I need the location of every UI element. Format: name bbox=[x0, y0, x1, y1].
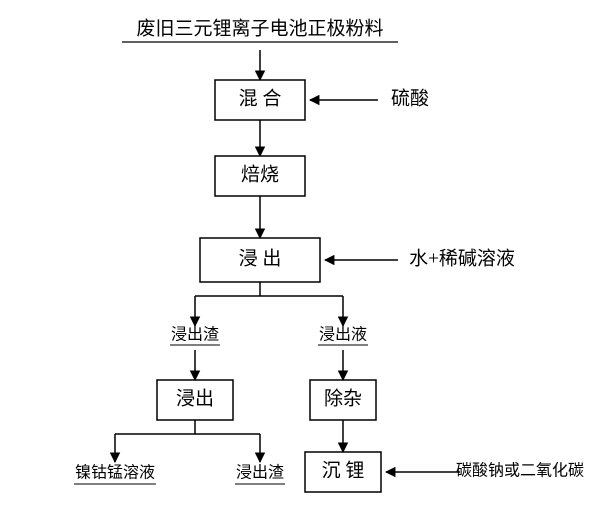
node-bake-label: 焙烧 bbox=[241, 163, 279, 185]
node-dez-label: 除杂 bbox=[324, 387, 362, 409]
label-sulfuric: 硫酸 bbox=[391, 87, 429, 109]
node-leach1-label: 浸 出 bbox=[239, 247, 282, 269]
label-ni: 镍钴锰溶液 bbox=[75, 464, 155, 482]
node-li-label: 沉 锂 bbox=[322, 459, 365, 481]
diagram-title: 废旧三元锂离子电池正极粉料 bbox=[136, 17, 383, 39]
label-res2: 浸出渣 bbox=[236, 464, 284, 482]
label-water: 水+稀碱溶液 bbox=[409, 247, 515, 269]
node-mix-label: 混 合 bbox=[239, 87, 282, 109]
node-leach2-label: 浸出 bbox=[176, 387, 214, 409]
label-liquid: 浸出液 bbox=[319, 326, 367, 344]
label-co2: 碳酸钠或二氧化碳 bbox=[456, 462, 584, 480]
label-residue: 浸出渣 bbox=[171, 326, 219, 344]
